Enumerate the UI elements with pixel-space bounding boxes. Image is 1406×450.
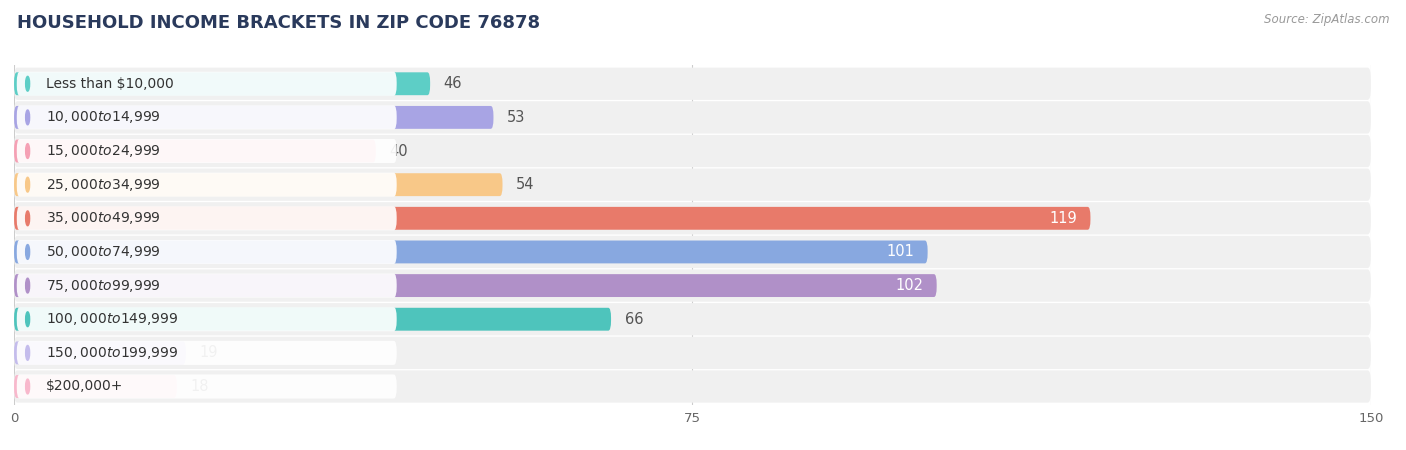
FancyBboxPatch shape	[14, 140, 375, 162]
Circle shape	[25, 110, 30, 125]
Circle shape	[25, 278, 30, 293]
Text: 19: 19	[200, 345, 218, 360]
Circle shape	[25, 244, 30, 259]
Circle shape	[25, 379, 30, 394]
Text: $35,000 to $49,999: $35,000 to $49,999	[46, 210, 160, 226]
FancyBboxPatch shape	[17, 139, 396, 163]
FancyBboxPatch shape	[14, 207, 1091, 230]
Circle shape	[25, 76, 30, 91]
Text: 101: 101	[886, 244, 914, 260]
FancyBboxPatch shape	[17, 173, 396, 197]
Text: 40: 40	[389, 144, 408, 158]
Text: 18: 18	[190, 379, 209, 394]
FancyBboxPatch shape	[17, 374, 396, 399]
FancyBboxPatch shape	[14, 202, 1371, 234]
Text: $15,000 to $24,999: $15,000 to $24,999	[46, 143, 160, 159]
FancyBboxPatch shape	[14, 270, 1371, 302]
FancyBboxPatch shape	[14, 173, 502, 196]
Text: HOUSEHOLD INCOME BRACKETS IN ZIP CODE 76878: HOUSEHOLD INCOME BRACKETS IN ZIP CODE 76…	[17, 14, 540, 32]
Circle shape	[25, 177, 30, 192]
FancyBboxPatch shape	[14, 236, 1371, 268]
FancyBboxPatch shape	[14, 274, 936, 297]
Text: 66: 66	[624, 312, 643, 327]
FancyBboxPatch shape	[14, 72, 430, 95]
FancyBboxPatch shape	[17, 72, 396, 96]
Text: $10,000 to $14,999: $10,000 to $14,999	[46, 109, 160, 126]
Text: Source: ZipAtlas.com: Source: ZipAtlas.com	[1264, 14, 1389, 27]
Text: $50,000 to $74,999: $50,000 to $74,999	[46, 244, 160, 260]
Text: 119: 119	[1049, 211, 1077, 226]
FancyBboxPatch shape	[14, 240, 928, 263]
Text: 46: 46	[444, 76, 463, 91]
FancyBboxPatch shape	[14, 135, 1371, 167]
FancyBboxPatch shape	[14, 370, 1371, 403]
FancyBboxPatch shape	[17, 341, 396, 365]
Text: 102: 102	[896, 278, 924, 293]
FancyBboxPatch shape	[17, 240, 396, 264]
Text: 54: 54	[516, 177, 534, 192]
FancyBboxPatch shape	[14, 168, 1371, 201]
FancyBboxPatch shape	[17, 105, 396, 130]
FancyBboxPatch shape	[14, 337, 1371, 369]
Text: Less than $10,000: Less than $10,000	[46, 77, 173, 91]
Text: $100,000 to $149,999: $100,000 to $149,999	[46, 311, 179, 327]
FancyBboxPatch shape	[17, 307, 396, 331]
Circle shape	[25, 211, 30, 226]
FancyBboxPatch shape	[14, 342, 186, 365]
Text: $25,000 to $34,999: $25,000 to $34,999	[46, 177, 160, 193]
FancyBboxPatch shape	[17, 206, 396, 230]
Text: $200,000+: $200,000+	[46, 379, 124, 393]
Text: $150,000 to $199,999: $150,000 to $199,999	[46, 345, 179, 361]
FancyBboxPatch shape	[14, 303, 1371, 335]
FancyBboxPatch shape	[14, 68, 1371, 100]
FancyBboxPatch shape	[14, 106, 494, 129]
Text: 53: 53	[508, 110, 526, 125]
FancyBboxPatch shape	[14, 308, 612, 331]
FancyBboxPatch shape	[14, 375, 177, 398]
Circle shape	[25, 346, 30, 360]
FancyBboxPatch shape	[14, 101, 1371, 134]
Text: $75,000 to $99,999: $75,000 to $99,999	[46, 278, 160, 293]
Circle shape	[25, 312, 30, 327]
FancyBboxPatch shape	[17, 274, 396, 297]
Circle shape	[25, 144, 30, 158]
